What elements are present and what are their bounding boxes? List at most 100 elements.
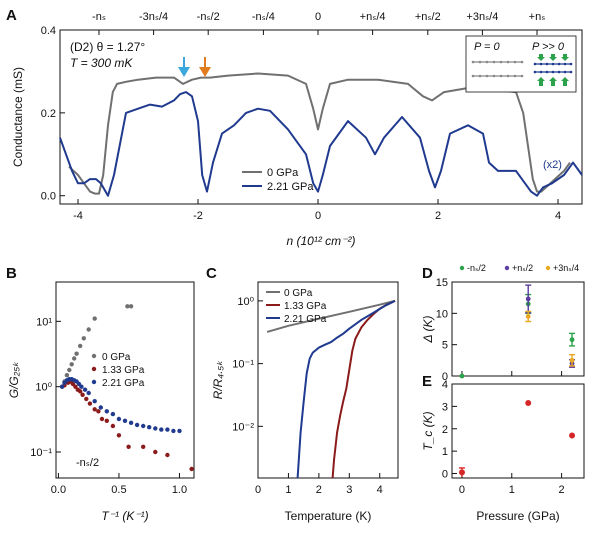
legend-dot-d-minus-half (459, 265, 465, 271)
legend-label-d-minus-half: -nₛ/2 (467, 263, 486, 273)
panel-e-ytick-label: 1 (442, 446, 448, 458)
panel-b-normalized-conductance: 0.0 0.5 1.0 10⁻¹ 10⁰ 10¹ 0 GPa 1.33 GPa 2.21 … (7, 281, 195, 523)
panel-b-xtick-label: 0.5 (111, 484, 126, 496)
legend-label-b-221gpa: 2.21 GPa (102, 378, 145, 389)
pressed-atom (533, 70, 537, 74)
pressed-atom (545, 70, 549, 74)
pressed-atom (545, 62, 549, 66)
panel-e-series (458, 400, 576, 477)
legend-label-d-plus-3q: +3nₛ/4 (553, 263, 579, 273)
lattice-atom (513, 74, 517, 78)
data-point-2-21-GPa (134, 422, 140, 428)
lattice-atom (520, 74, 524, 78)
panel-a-xtick-label: 0 (315, 210, 321, 222)
data-point-2-21-GPa (141, 423, 146, 429)
data-point-1-33-GPa (116, 433, 122, 438)
lattice-atom (506, 60, 510, 64)
top-tick-label: -nₛ (92, 11, 106, 23)
panel-b-axes: 0.0 0.5 1.0 10⁻¹ 10⁰ 10¹ (30, 316, 187, 496)
panel-a-xtick-label: 2 (435, 210, 441, 222)
pressed-atom (557, 70, 561, 74)
panel-c-ytick-label: 10⁻² (232, 421, 254, 433)
lattice-atom (471, 60, 475, 64)
legend-label-c-221gpa: 2.21 GPa (284, 314, 327, 325)
top-tick-label: +nₛ/2 (415, 11, 441, 23)
panel-d-ylabel: Δ (K) (421, 316, 435, 344)
panel-d-series (459, 284, 576, 379)
data-point-1-33-GPa (99, 416, 105, 422)
panel-a-series (59, 72, 583, 197)
panel-a-xlabel: n (10¹² cm⁻²) (287, 234, 356, 248)
data-point-2-21-GPa (128, 420, 134, 425)
panel-c-xtick-label: 0 (255, 484, 261, 496)
data-point-0-GPa (69, 362, 74, 367)
panel-e-axes: 0 1 2 0 1 2 3 4 (442, 379, 565, 496)
legend-label-c-0gpa: 0 GPa (284, 288, 313, 299)
data-point-1-33-GPa (87, 401, 93, 406)
panel-c-xtick-label: 2 (316, 484, 322, 496)
data-point-2-21-GPa (82, 387, 88, 392)
series-line-c-2-21-GPa (296, 299, 396, 479)
cyan-arrow-icon (178, 57, 190, 77)
top-tick-label: +nₛ (529, 11, 546, 23)
lattice-atom (471, 74, 475, 78)
panel-c-axes: 0 1 2 3 4 10⁻² 10⁻¹ 10⁰ (232, 296, 383, 496)
gap-point (525, 296, 531, 302)
panel-a-ytick-label: 0.2 (41, 108, 56, 120)
data-point-1-33-GPa (110, 423, 116, 429)
lattice-atom (485, 60, 489, 64)
panel-label-c: C (206, 265, 217, 282)
data-point-1-33-GPa (80, 392, 85, 397)
inset-lattice-drawing (471, 54, 573, 86)
panel-b-frame (55, 281, 195, 479)
legend-label-d-plus-half: +nₛ/2 (512, 263, 533, 273)
data-point-2-21-GPa (122, 418, 128, 423)
pressure-arrow-up-icon (561, 77, 569, 86)
panel-c-ytick-label: 10⁰ (237, 296, 254, 308)
panel-a-ytick-label: 0.0 (41, 191, 56, 203)
data-point-1-33-GPa (189, 466, 194, 472)
panel-e-xtick-label: 1 (509, 484, 515, 496)
panel-b-annotation: -nₛ/2 (76, 457, 99, 469)
panel-b-ytick-label: 10¹ (36, 316, 52, 328)
x2-annotation: (x2) (543, 159, 562, 171)
lattice-atom (492, 60, 496, 64)
top-tick-label: +3nₛ/4 (466, 11, 498, 23)
pressed-atom (557, 62, 561, 66)
gap-point (459, 373, 465, 379)
panel-c-legend: 0 GPa 1.33 GPa 2.21 GPa (266, 288, 327, 325)
panel-a-legend: 0 GPa 2.21 GPa (242, 167, 314, 193)
pressure-arrow-up-icon (549, 77, 557, 86)
lattice-atom (485, 74, 489, 78)
top-density-ticks: -nₛ -3nₛ/4 -nₛ/2 -nₛ/4 0 +nₛ/4 +nₛ/2 +3nₛ/4 +nₛ (92, 11, 545, 35)
panel-e-ytick-label: 4 (442, 379, 448, 391)
panel-c-ylabel: R/R₄.₅ₖ (211, 360, 225, 400)
legend-dot-133gpa (91, 366, 97, 372)
panel-a-xtick-label: -2 (193, 210, 203, 222)
panel-e-ylabel: T_c (K) (421, 411, 435, 450)
series-line-c-0-GPa (266, 299, 396, 333)
panel-e-tc: 0 1 2 0 1 2 3 4 Pressure (GPa) T_c (K) (421, 379, 585, 523)
top-tick-label: -nₛ/2 (197, 11, 220, 23)
top-tick-label: -3nₛ/4 (139, 11, 168, 23)
panel-e-ytick-label: 2 (442, 424, 448, 436)
data-point-2-21-GPa (165, 427, 170, 432)
panel-c-frame (257, 281, 399, 479)
pressed-atom (539, 62, 543, 66)
top-tick-label: 0 (315, 11, 321, 23)
panel-d-ytick-label: 5 (442, 340, 448, 352)
panel-label-a: A (6, 7, 17, 24)
pressed-atom (539, 70, 543, 74)
data-point-1-33-GPa (73, 384, 78, 389)
pressed-atom (533, 62, 537, 66)
data-point-2-21-GPa (59, 384, 65, 389)
panel-d-ytick-label: 0 (442, 371, 448, 383)
lattice-atom (520, 60, 524, 64)
tc-point (458, 469, 465, 476)
panel-c-xtick-label: 3 (346, 484, 352, 496)
data-point-1-33-GPa (92, 407, 97, 412)
data-point-2-21-GPa (92, 399, 97, 404)
legend-dot-d-plus-3q (545, 265, 551, 271)
gap-point (569, 337, 575, 343)
data-point-2-21-GPa (104, 409, 110, 414)
